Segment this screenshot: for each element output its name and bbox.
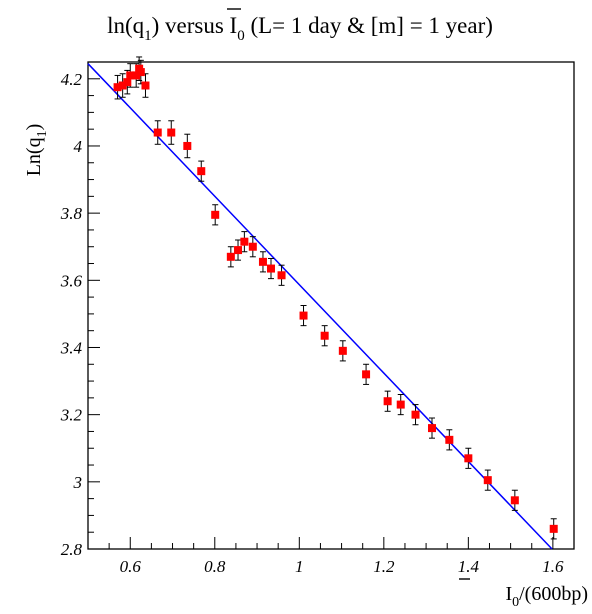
fit-line-layer: [87, 63, 553, 550]
y-axis-tick-labels: 2.8 3 3.2 3.4 3.6 3.8 4 4.2: [60, 70, 83, 559]
data-point: [240, 237, 249, 246]
data-point: [510, 496, 519, 505]
data-point: [167, 128, 176, 137]
data-point: [428, 424, 437, 433]
chart-title: ln(q1) versus I0 (L= 1 day & [m] = 1 yea…: [107, 13, 493, 44]
chart-title-part2: ) versus I: [152, 13, 238, 38]
fit-line: [87, 63, 553, 550]
chart-title-part3: (L= 1 day & [m] = 1 year): [245, 13, 493, 38]
data-point: [258, 257, 267, 266]
data-point: [113, 83, 122, 92]
y-axis-label-main: Ln(q: [23, 137, 45, 176]
data-point: [445, 435, 454, 444]
data-point: [383, 397, 392, 406]
data-point: [266, 264, 275, 273]
plot-border: [87, 61, 575, 550]
plot-frame: [87, 61, 575, 550]
y-tick-label: 3.8: [60, 204, 83, 223]
x-axis-label-subscript: 0: [512, 595, 519, 610]
x-tick-label: 1.2: [373, 557, 395, 576]
x-tick-label: 0.6: [120, 557, 142, 576]
x-axis-label-rest: /(600bp): [519, 583, 588, 605]
chart-title-subscript2: 0: [237, 28, 245, 44]
y-tick-label: 3.4: [60, 338, 83, 357]
x-tick-label: 1.6: [542, 557, 564, 576]
y-tick-label: 3.6: [60, 271, 83, 290]
data-point: [248, 242, 257, 251]
data-point: [153, 128, 162, 137]
data-point: [234, 246, 243, 255]
error-bars-layer: [114, 56, 557, 540]
data-point: [126, 71, 135, 80]
data-point: [277, 271, 286, 280]
y-axis-ticks: [88, 61, 100, 550]
data-point: [197, 167, 206, 176]
data-point: [464, 454, 473, 463]
data-point: [411, 410, 420, 419]
data-point: [338, 346, 347, 355]
data-point: [362, 370, 371, 379]
data-points-layer: [113, 64, 558, 533]
x-tick-label: 0.8: [204, 557, 226, 576]
y-tick-label: 3.2: [60, 406, 83, 425]
data-point: [211, 210, 220, 219]
data-point: [118, 81, 127, 90]
y-tick-label: 2.8: [61, 540, 83, 559]
data-point: [132, 71, 141, 80]
data-point: [226, 252, 235, 261]
data-point: [136, 68, 145, 77]
data-point: [320, 331, 329, 340]
x-tick-label: 1: [295, 557, 304, 576]
y-tick-label: 4: [74, 137, 83, 156]
data-point: [183, 141, 192, 150]
y-axis-label: Ln(q1): [23, 124, 50, 177]
x-axis-label-main: I: [505, 583, 512, 605]
x-axis-label: I0/(600bp): [505, 583, 588, 610]
y-tick-label: 4.2: [61, 70, 83, 89]
data-point: [483, 476, 492, 485]
data-point: [123, 78, 132, 87]
y-tick-label: 3: [73, 473, 83, 492]
data-point: [299, 311, 308, 320]
x-tick-label: 1.4: [458, 557, 480, 576]
x-axis-tick-labels: 0.6 0.8 1 1.2 1.4 1.6: [120, 557, 564, 576]
data-point: [549, 524, 558, 533]
x-axis-ticks: [87, 537, 575, 549]
data-point: [396, 400, 405, 409]
data-point: [141, 81, 150, 90]
chart-title-part1: ln(q: [107, 13, 145, 38]
y-axis-label-subscript: 1: [35, 130, 50, 137]
chart-title-subscript1: 1: [144, 28, 152, 44]
y-axis-label-rest: ): [23, 124, 45, 131]
